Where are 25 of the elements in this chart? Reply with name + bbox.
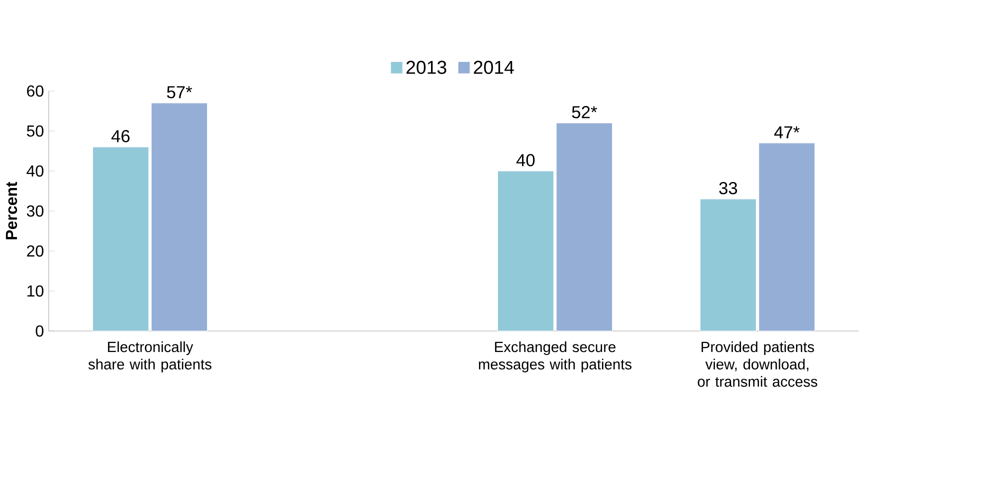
bar [700,198,756,332]
data-label: 52* [572,106,598,118]
data-label: 47* [774,126,800,138]
x-tick-label: Provided patients view, download, or transmit access [698,341,818,387]
data-label: 40 [516,154,535,166]
legend-label: 2013 [406,60,446,74]
data-label: 46 [111,130,130,142]
y-tick-label: 30 [26,205,44,217]
x-tick-label: Exchanged secure messages with patients [478,341,632,372]
bar [151,102,208,332]
y-tick-label: 20 [27,245,44,257]
bar [497,170,554,332]
y-axis-title: Percent [6,182,18,240]
y-tick-label: 60 [27,85,44,97]
bar [92,146,149,332]
y-tick-label: 50 [26,125,44,137]
y-tick-label: 10 [27,285,44,297]
y-tick-label: 40 [26,165,44,177]
y-tick-label: 0 [36,325,44,337]
data-label: 57* [167,86,192,98]
data-label: 33 [719,182,738,194]
bar [758,142,816,332]
x-tick-label: Electronically share with patients [88,341,212,372]
legend-label: 2014 [474,60,514,74]
bar [556,122,613,332]
